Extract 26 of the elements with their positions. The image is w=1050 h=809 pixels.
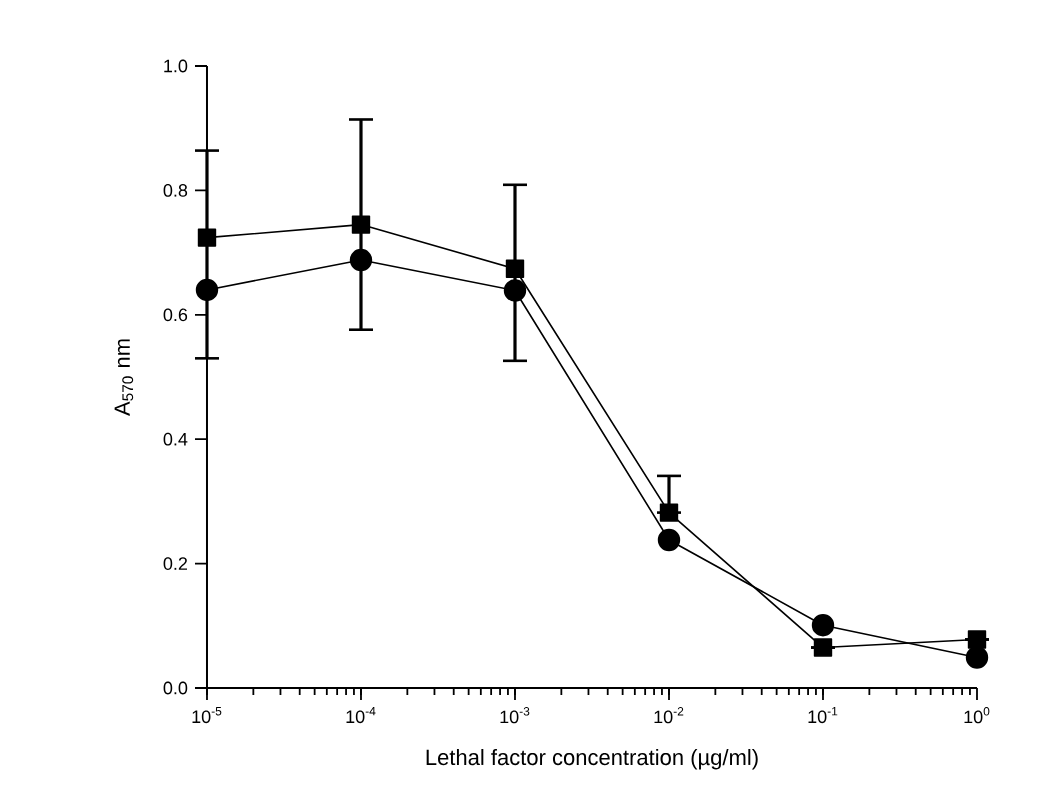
point bbox=[503, 279, 527, 302]
y-tick-label: 0.0 bbox=[163, 681, 188, 695]
x-tick-label: 10$^{-2}$ bbox=[654, 707, 684, 724]
x-axis-title: Lethal factor concentration (µg/ml) bbox=[426, 749, 758, 770]
x-tick-label: 10$^{-4}$ bbox=[346, 707, 376, 724]
point bbox=[813, 638, 833, 657]
y-tick-label: 0.6 bbox=[163, 308, 188, 322]
point bbox=[195, 278, 219, 302]
point bbox=[351, 215, 371, 234]
y-tick-label: 0.2 bbox=[163, 557, 188, 570]
point bbox=[659, 503, 679, 522]
y-tick-label: 1.0 bbox=[164, 59, 188, 73]
point bbox=[657, 528, 681, 552]
point bbox=[197, 228, 217, 247]
y-tick-label: 0.8 bbox=[163, 184, 188, 197]
x-tick-label: 10$^{-5}$ bbox=[192, 707, 222, 724]
x-tick-label: 10$^{-3}$ bbox=[500, 707, 530, 724]
x-tick-label: 10$^{-1}$ bbox=[808, 707, 838, 724]
point bbox=[505, 259, 525, 278]
point bbox=[349, 248, 373, 272]
x-tick-label: 10$^{0}$ bbox=[964, 707, 990, 724]
point bbox=[965, 646, 989, 669]
y-axis-title: A$_{570}$ nm bbox=[114, 339, 134, 416]
y-tick-label: 0.4 bbox=[163, 432, 188, 446]
point bbox=[967, 630, 987, 649]
point bbox=[811, 613, 835, 637]
